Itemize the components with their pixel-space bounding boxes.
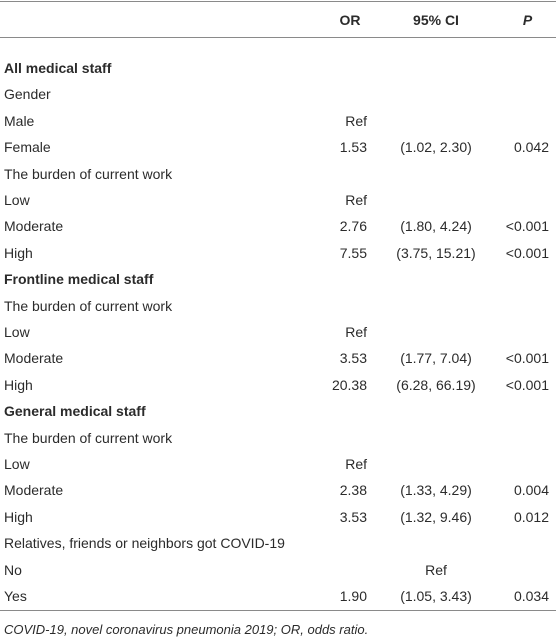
header-p: P (522, 12, 533, 28)
row-label: Relatives, friends or neighbors got COVI… (4, 535, 285, 552)
row-label: Low (4, 456, 30, 472)
top-rule (0, 1, 556, 2)
section-label: All medical staff (4, 60, 112, 76)
or-cell: Ref (345, 192, 367, 208)
row-label: Moderate (4, 350, 64, 367)
ci-cell: (1.77, 7.04) (400, 350, 472, 367)
row-label: Male (4, 112, 35, 129)
header-ci: 95% CI (413, 12, 459, 28)
ci-cell: (3.75, 15.21) (396, 244, 476, 261)
row-label: The burden of current work (4, 429, 173, 446)
ci-cell: (6.28, 66.19) (396, 376, 476, 393)
row-label: Gender (4, 86, 51, 103)
p-cell: <0.001 (505, 350, 549, 367)
p-cell: 0.034 (513, 588, 549, 604)
bottom-rule (0, 610, 556, 611)
or-cell: Ref (345, 456, 367, 472)
or-cell: 2.76 (339, 218, 367, 235)
row-label: Low (4, 192, 30, 208)
p-cell: <0.001 (505, 244, 549, 261)
section-label: Frontline medical staff (4, 271, 154, 288)
or-cell: 1.53 (339, 139, 367, 156)
ci-cell: (1.05, 3.43) (400, 588, 472, 604)
row-label: The burden of current work (4, 297, 173, 314)
row-label: Moderate (4, 482, 64, 499)
section-label: General medical staff (4, 403, 146, 420)
p-cell: 0.012 (513, 508, 549, 525)
ci-cell: (1.32, 9.46) (400, 508, 472, 525)
header-rule (0, 37, 556, 38)
p-cell: 0.004 (513, 482, 549, 499)
row-label: High (4, 508, 33, 525)
or-cell: Ref (345, 324, 367, 340)
row-label: No (4, 561, 22, 578)
row-label: The burden of current work (4, 165, 173, 182)
ci-cell: (1.02, 2.30) (400, 139, 472, 156)
or-cell: 3.53 (339, 508, 367, 525)
ci-cell: (1.33, 4.29) (400, 482, 472, 499)
row-label: High (4, 376, 33, 393)
p-cell: <0.001 (505, 376, 549, 393)
or-cell: 20.38 (331, 376, 367, 393)
p-cell: <0.001 (505, 218, 549, 235)
row-label: Low (4, 324, 30, 340)
or-cell: 3.53 (339, 350, 367, 367)
or-cell: 7.55 (339, 244, 367, 261)
row-label: Yes (4, 588, 27, 604)
or-cell: 2.38 (339, 482, 367, 499)
or-cell: 1.90 (339, 588, 367, 604)
footnote: COVID-19, novel coronavirus pneumonia 20… (4, 622, 369, 637)
p-cell: 0.042 (513, 139, 549, 156)
row-label: Female (4, 139, 51, 156)
row-label: Moderate (4, 218, 64, 235)
ci-cell: (1.80, 4.24) (400, 218, 472, 235)
header-or: OR (339, 12, 361, 28)
or-cell: Ref (345, 112, 367, 129)
ci-cell: Ref (425, 561, 447, 578)
row-label: High (4, 244, 33, 261)
